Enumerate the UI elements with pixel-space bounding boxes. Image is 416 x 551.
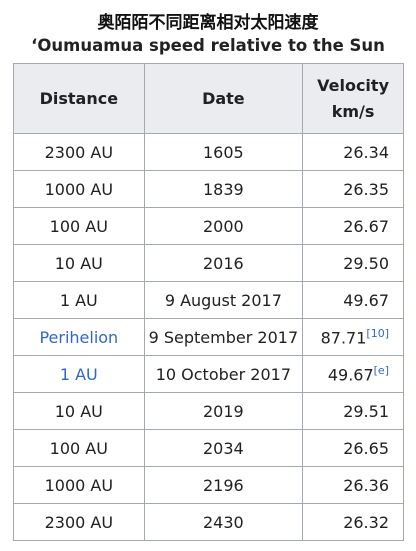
date: 9 August 2017 bbox=[164, 290, 282, 310]
link[interactable]: Perihelion bbox=[39, 327, 119, 347]
distance-cell: 10 AU bbox=[13, 244, 145, 282]
distance: 10 AU bbox=[54, 253, 103, 273]
date-cell: 10 October 2017 bbox=[143, 355, 304, 393]
date-cell: 1605 bbox=[143, 133, 304, 171]
date: 2034 bbox=[203, 438, 244, 458]
velocity-cell: 26.32 bbox=[302, 503, 404, 541]
velocity-cell: 87.71[10] bbox=[302, 318, 404, 356]
link[interactable]: 1 AU bbox=[59, 364, 98, 384]
date-cell: 2000 bbox=[143, 207, 304, 245]
table-body: 2300 AU 1605 26.34 1000 AU 1839 26.35 100 AU 20… bbox=[13, 133, 404, 541]
velocity: 26.34 bbox=[343, 142, 389, 162]
row: 2300 AU 1605 26.34 bbox=[13, 133, 404, 171]
row: 1000 AU 1839 26.35 bbox=[13, 170, 404, 208]
col-unit: km/s bbox=[331, 101, 375, 121]
distance-cell: 1 AU bbox=[13, 355, 145, 393]
title-en: ‘Oumuamua speed relative to the Sun bbox=[31, 36, 385, 55]
date-cell: 2034 bbox=[143, 429, 304, 467]
col-label: Velocity bbox=[317, 75, 389, 95]
distance-cell: 100 AU bbox=[13, 207, 145, 245]
distance-cell: 2300 AU bbox=[13, 133, 145, 171]
reference[interactable]: [10] bbox=[366, 326, 389, 340]
distance: 100 AU bbox=[49, 438, 108, 458]
date-cell: 2016 bbox=[143, 244, 304, 282]
col-header: Velocity km/s bbox=[302, 63, 404, 134]
date-cell: 2196 bbox=[143, 466, 304, 504]
row: 10 AU 2019 29.51 bbox=[13, 392, 404, 430]
date: 2000 bbox=[203, 216, 244, 236]
row: 1 AU 9 August 2017 49.67 bbox=[13, 281, 404, 319]
date: 1605 bbox=[203, 142, 244, 162]
date-cell: 2019 bbox=[143, 392, 304, 430]
velocity-cell: 26.36 bbox=[302, 466, 404, 504]
date: 1839 bbox=[203, 179, 244, 199]
distance: 1000 AU bbox=[44, 179, 114, 199]
col-label: Date bbox=[202, 88, 245, 108]
velocity: 26.67 bbox=[343, 216, 389, 236]
velocity: 49.67 bbox=[327, 365, 374, 385]
velocity-cell: 29.50 bbox=[302, 244, 404, 282]
velocity: 29.50 bbox=[343, 253, 389, 273]
col-label: Distance bbox=[39, 88, 119, 108]
velocity-cell: 26.65 bbox=[302, 429, 404, 467]
velocity: 87.71 bbox=[320, 328, 367, 348]
header-row: Distance Date Velocity km/s bbox=[13, 63, 404, 134]
row: Perihelion 9 September 2017 87.71[10] bbox=[13, 318, 404, 356]
date: 2196 bbox=[203, 475, 244, 495]
title-zh: 奥陌陌不同距离相对太阳速度 bbox=[97, 13, 319, 33]
velocity: 29.51 bbox=[343, 401, 389, 421]
speed-table: Distance Date Velocity km/s 2300 AU 1605 26… bbox=[13, 63, 404, 541]
velocity-cell: 49.67 bbox=[302, 281, 404, 319]
date: 2019 bbox=[203, 401, 244, 421]
velocity: 26.32 bbox=[343, 512, 389, 532]
row: 100 AU 2034 26.65 bbox=[13, 429, 404, 467]
date: 2430 bbox=[203, 512, 244, 532]
distance: 100 AU bbox=[49, 216, 108, 236]
row: 1000 AU 2196 26.36 bbox=[13, 466, 404, 504]
col-header: Distance bbox=[13, 63, 145, 134]
velocity-cell: 26.35 bbox=[302, 170, 404, 208]
distance-cell: 1000 AU bbox=[13, 466, 145, 504]
velocity-cell: 26.34 bbox=[302, 133, 404, 171]
col-header: Date bbox=[143, 63, 304, 134]
velocity-cell: 49.67[e] bbox=[302, 355, 404, 393]
distance-cell: 1 AU bbox=[13, 281, 145, 319]
distance: 10 AU bbox=[54, 401, 103, 421]
distance: 1000 AU bbox=[44, 475, 114, 495]
velocity: 26.35 bbox=[343, 179, 389, 199]
date: 9 September 2017 bbox=[148, 327, 299, 347]
distance: 2300 AU bbox=[44, 142, 114, 162]
date: 10 October 2017 bbox=[155, 364, 291, 384]
date-cell: 9 August 2017 bbox=[143, 281, 304, 319]
row: 10 AU 2016 29.50 bbox=[13, 244, 404, 282]
velocity-cell: 29.51 bbox=[302, 392, 404, 430]
distance-cell: 100 AU bbox=[13, 429, 145, 467]
date-cell: 1839 bbox=[143, 170, 304, 208]
distance: 2300 AU bbox=[44, 512, 114, 532]
date: 2016 bbox=[203, 253, 244, 273]
distance: 1 AU bbox=[59, 290, 98, 310]
row: 2300 AU 2430 26.32 bbox=[13, 503, 404, 541]
distance-cell: 2300 AU bbox=[13, 503, 145, 541]
reference[interactable]: [e] bbox=[373, 363, 389, 377]
distance-cell: 10 AU bbox=[13, 392, 145, 430]
velocity-cell: 26.67 bbox=[302, 207, 404, 245]
date-cell: 2430 bbox=[143, 503, 304, 541]
distance-cell: 1000 AU bbox=[13, 170, 145, 208]
row: 100 AU 2000 26.67 bbox=[13, 207, 404, 245]
velocity: 49.67 bbox=[343, 290, 389, 310]
row: 1 AU 10 October 2017 49.67[e] bbox=[13, 355, 404, 393]
distance-cell: Perihelion bbox=[13, 318, 145, 356]
velocity: 26.65 bbox=[343, 438, 389, 458]
date-cell: 9 September 2017 bbox=[143, 318, 304, 356]
velocity: 26.36 bbox=[343, 475, 389, 495]
